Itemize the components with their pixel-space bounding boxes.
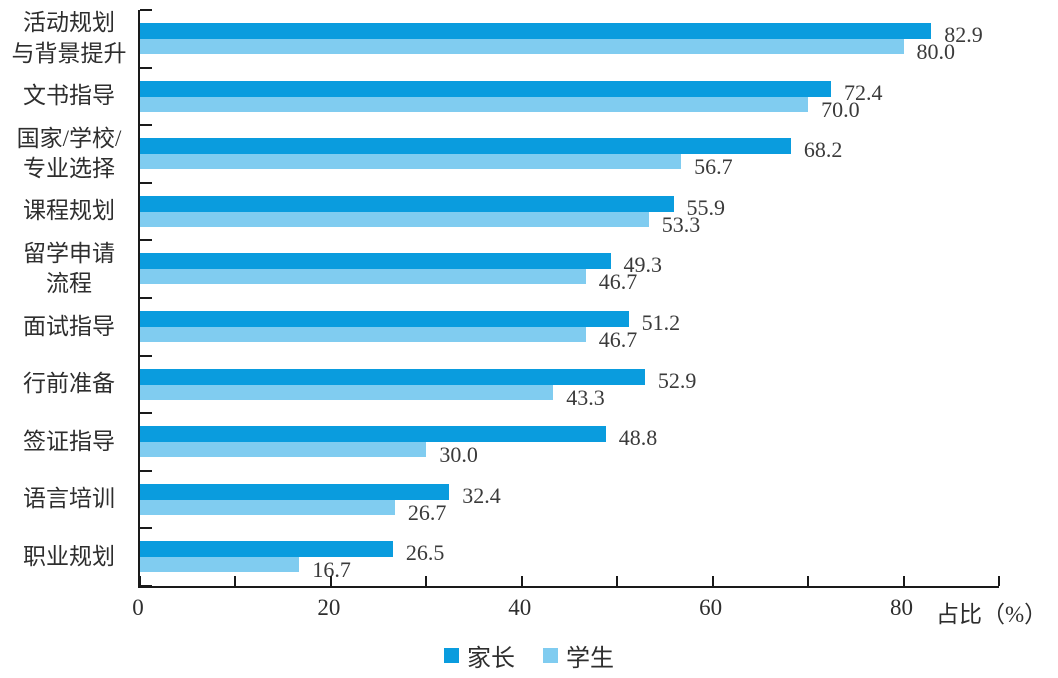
bar-students xyxy=(140,211,649,227)
bar-students xyxy=(140,96,809,112)
legend-label-students: 学生 xyxy=(566,646,614,672)
value-label: 43.3 xyxy=(566,384,605,410)
bar-parents xyxy=(140,23,932,39)
x-tick-label: 0 xyxy=(132,595,144,620)
bar-parents xyxy=(140,368,645,385)
value-label: 26.5 xyxy=(405,540,445,566)
y-axis-tick xyxy=(140,239,152,242)
x-axis-tick xyxy=(616,576,619,586)
bar-students xyxy=(140,154,682,170)
bar-parents xyxy=(140,541,393,558)
x-axis-tick xyxy=(807,576,810,586)
bar-parents xyxy=(140,483,450,500)
y-axis-tick xyxy=(140,297,152,299)
value-label: 32.4 xyxy=(462,482,501,508)
bar-parents xyxy=(140,195,674,212)
value-label: 46.7 xyxy=(598,327,638,352)
bar-students xyxy=(140,442,427,458)
category-label: 签证指导 xyxy=(23,428,115,454)
bar-parents xyxy=(140,80,832,97)
bar-students xyxy=(140,557,300,573)
value-label: 70.0 xyxy=(821,96,860,122)
bar-parents xyxy=(140,311,629,327)
category-label: 文书指导 xyxy=(23,83,115,109)
legend: 家长 学生 xyxy=(0,638,1058,673)
x-tick-label: 60 xyxy=(699,595,723,620)
bar-students xyxy=(140,269,586,285)
bar-parents xyxy=(140,138,791,155)
category-label: 课程规划 xyxy=(23,198,115,224)
category-label: 职业规划 xyxy=(23,544,115,569)
legend-label-parents: 家长 xyxy=(467,646,515,672)
bar-students xyxy=(140,384,554,400)
x-axis-tick xyxy=(902,576,905,586)
x-axis-tick xyxy=(425,576,428,586)
value-label: 56.7 xyxy=(694,154,733,180)
y-axis-tick xyxy=(140,66,152,69)
x-axis-title: 占比（%） xyxy=(936,602,1048,627)
value-label: 30.0 xyxy=(439,442,478,468)
value-label: 48.8 xyxy=(618,425,658,451)
y-axis-tick xyxy=(140,469,152,472)
bar-students xyxy=(140,499,395,515)
x-tick-label: 40 xyxy=(508,595,532,620)
y-axis-tick xyxy=(140,354,152,357)
x-axis-tick xyxy=(234,576,237,586)
value-label: 53.3 xyxy=(661,211,701,237)
legend-item-parents: 家长 xyxy=(444,638,515,673)
value-label: 82.9 xyxy=(944,22,983,47)
y-axis-tick xyxy=(140,124,152,127)
bar-parents xyxy=(140,426,606,443)
value-label: 80.0 xyxy=(916,39,956,64)
legend-swatch-parents xyxy=(444,648,459,663)
value-label: 55.9 xyxy=(686,194,726,220)
value-label: 46.7 xyxy=(598,269,638,295)
x-axis-tick xyxy=(711,576,714,586)
value-label: 68.2 xyxy=(803,137,843,163)
value-label: 72.4 xyxy=(844,79,883,105)
legend-item-students: 学生 xyxy=(543,638,614,673)
category-label: 留学申请 流程 xyxy=(23,240,115,297)
value-label: 51.2 xyxy=(641,310,681,335)
bar-parents xyxy=(140,253,611,270)
value-label: 49.3 xyxy=(623,252,663,278)
x-tick-label: 20 xyxy=(317,595,341,620)
y-axis-tick xyxy=(140,412,152,415)
category-label: 活动规划 与背景提升 xyxy=(11,10,127,66)
value-label: 26.7 xyxy=(407,499,447,525)
x-axis-tick xyxy=(329,576,332,586)
y-axis-tick xyxy=(140,181,152,184)
x-axis-tick xyxy=(998,576,1000,586)
y-axis-tick xyxy=(140,9,152,11)
x-axis-tick xyxy=(520,576,523,586)
category-label: 语言培训 xyxy=(23,486,115,512)
bar-students xyxy=(140,327,586,342)
value-label: 52.9 xyxy=(657,367,697,393)
bar-students xyxy=(140,39,904,54)
y-axis-tick xyxy=(140,585,152,587)
legend-swatch-students xyxy=(543,648,558,663)
plot-area: 82.9 80.0 72.4 70.0 68.2 56.7 55.9 53.3 49.3 46.7… xyxy=(138,9,1000,588)
category-label: 行前准备 xyxy=(23,371,115,397)
category-label: 国家/学校/ 专业选择 xyxy=(16,125,122,181)
y-axis-tick xyxy=(140,527,152,530)
value-label: 16.7 xyxy=(312,557,351,583)
x-axis-tick xyxy=(139,576,141,586)
x-tick-label: 80 xyxy=(890,595,914,620)
category-label: 面试指导 xyxy=(23,313,115,339)
